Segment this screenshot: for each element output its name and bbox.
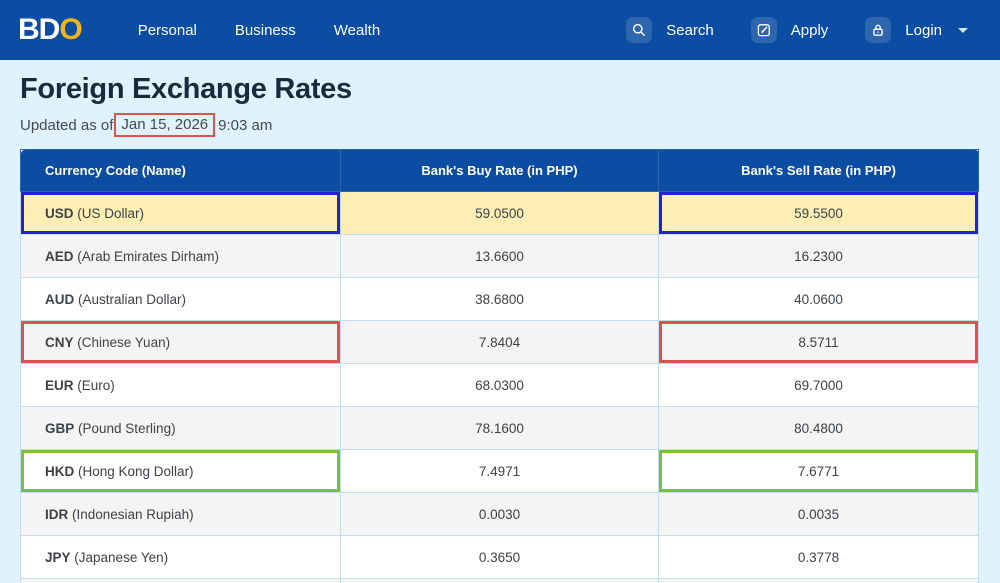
table-row: JPY (Japanese Yen) 0.3650 0.3778 [20, 535, 979, 579]
logo-text-o: O [59, 13, 82, 46]
table-row: CNY (Chinese Yuan) 7.8404 8.5711 [20, 320, 979, 364]
search-label: Search [666, 21, 714, 39]
table-row: USD (US Dollar) 59.0500 59.5500 [20, 191, 979, 235]
sell-rate: 0.3778 [658, 535, 979, 579]
updated-line: Updated as of Jan 15, 2026 9:03 am [20, 113, 979, 137]
currency-name: (Japanese Yen) [70, 549, 169, 565]
currency-cell: USD (US Dollar) [20, 191, 341, 235]
sell-rate [658, 578, 979, 583]
table-row: GBP (Pound Sterling) 78.1600 80.4800 [20, 406, 979, 450]
currency-code: EUR [45, 377, 74, 393]
header-sell-rate: Bank's Sell Rate (in PHP) [658, 149, 979, 192]
currency-code: GBP [45, 420, 75, 436]
table-row: IDR (Indonesian Rupiah) 0.0030 0.0035 [20, 492, 979, 536]
table-row: AUD (Australian Dollar) 38.6800 40.0600 [20, 277, 979, 321]
sell-rate: 69.7000 [658, 363, 979, 407]
buy-rate: 38.6800 [339, 277, 660, 321]
currency-name: (Chinese Yuan) [73, 334, 171, 350]
buy-rate: 7.4971 [339, 449, 660, 493]
updated-date: Jan 15, 2026 [121, 116, 209, 133]
page-title: Foreign Exchange Rates [20, 73, 352, 105]
edit-icon [750, 17, 777, 43]
currency-cell: HKD (Hong Kong Dollar) [20, 449, 341, 493]
sell-rate: 59.5500 [658, 191, 979, 235]
sell-rate: 80.4800 [658, 406, 979, 450]
chevron-down-icon [958, 27, 968, 33]
buy-rate: 13.6600 [339, 234, 660, 278]
nav-actions: Search Apply Login [626, 17, 968, 43]
currency-name: (US Dollar) [73, 205, 145, 221]
nav-link-personal[interactable]: Personal [137, 21, 197, 39]
apply-button[interactable]: Apply [750, 17, 829, 43]
currency-cell: AED (Arab Emirates Dirham) [20, 234, 341, 278]
currency-name: (Euro) [73, 377, 115, 393]
currency-name: (Pound Sterling) [74, 420, 176, 436]
header-buy-rate: Bank's Buy Rate (in PHP) [339, 149, 660, 192]
currency-cell: IDR (Indonesian Rupiah) [20, 492, 341, 536]
main-content: Foreign Exchange Rates Updated as of Jan… [0, 60, 1000, 583]
sell-rate: 40.0600 [658, 277, 979, 321]
currency-name: (Indonesian Rupiah) [68, 506, 194, 522]
buy-rate: 0.3650 [339, 535, 660, 579]
currency-code: CNY [45, 334, 74, 350]
currency-code: AUD [45, 291, 75, 307]
sell-rate: 7.6771 [658, 449, 979, 493]
login-label: Login [905, 21, 942, 39]
currency-code: AED [45, 248, 74, 264]
updated-prefix: Updated as of [20, 116, 114, 134]
bdo-logo[interactable]: BDO [18, 13, 83, 47]
currency-cell: GBP (Pound Sterling) [20, 406, 341, 450]
buy-rate: 68.0300 [339, 363, 660, 407]
fx-table-container: Currency Code (Name) Bank's Buy Rate (in… [20, 149, 979, 583]
top-navbar: BDO Personal Business Wealth Search [0, 0, 1000, 60]
updated-date-annotation-box: Jan 15, 2026 [114, 113, 216, 137]
primary-nav: Personal Business Wealth [138, 22, 381, 39]
currency-cell: CNY (Chinese Yuan) [20, 320, 341, 364]
sell-rate: 0.0035 [658, 492, 979, 536]
nav-link-business[interactable]: Business [234, 21, 296, 39]
currency-name: (Arab Emirates Dirham) [73, 248, 220, 264]
fx-table-header-row: Currency Code (Name) Bank's Buy Rate (in… [20, 149, 979, 192]
table-row [20, 578, 979, 583]
login-button[interactable]: Login [865, 17, 968, 43]
currency-name: (Hong Kong Dollar) [74, 463, 194, 479]
search-button[interactable]: Search [626, 17, 714, 43]
buy-rate: 78.1600 [339, 406, 660, 450]
search-icon [626, 17, 653, 43]
buy-rate: 7.8404 [339, 320, 660, 364]
updated-time: 9:03 am [218, 116, 273, 134]
currency-code: USD [45, 205, 74, 221]
currency-code: JPY [45, 549, 71, 565]
nav-link-wealth[interactable]: Wealth [333, 21, 381, 39]
currency-cell: EUR (Euro) [20, 363, 341, 407]
fx-table-body: USD (US Dollar) 59.0500 59.5500 AED (Ara… [20, 191, 979, 583]
buy-rate: 59.0500 [339, 191, 660, 235]
currency-cell: JPY (Japanese Yen) [20, 535, 341, 579]
fx-rates-table: Currency Code (Name) Bank's Buy Rate (in… [20, 149, 979, 583]
currency-name: (Australian Dollar) [74, 291, 187, 307]
buy-rate: 0.0030 [339, 492, 660, 536]
apply-label: Apply [790, 21, 829, 39]
sell-rate: 16.2300 [658, 234, 979, 278]
sell-rate: 8.5711 [658, 320, 979, 364]
lock-icon [865, 17, 892, 43]
buy-rate [339, 578, 660, 583]
table-row: EUR (Euro) 68.0300 69.7000 [20, 363, 979, 407]
logo-text-bd: BD [18, 13, 60, 46]
header-currency-code: Currency Code (Name) [20, 149, 341, 192]
currency-code: HKD [45, 463, 75, 479]
currency-code: IDR [45, 506, 69, 522]
table-row: AED (Arab Emirates Dirham) 13.6600 16.23… [20, 234, 979, 278]
currency-cell [20, 578, 341, 583]
table-row: HKD (Hong Kong Dollar) 7.4971 7.6771 [20, 449, 979, 493]
currency-cell: AUD (Australian Dollar) [20, 277, 341, 321]
